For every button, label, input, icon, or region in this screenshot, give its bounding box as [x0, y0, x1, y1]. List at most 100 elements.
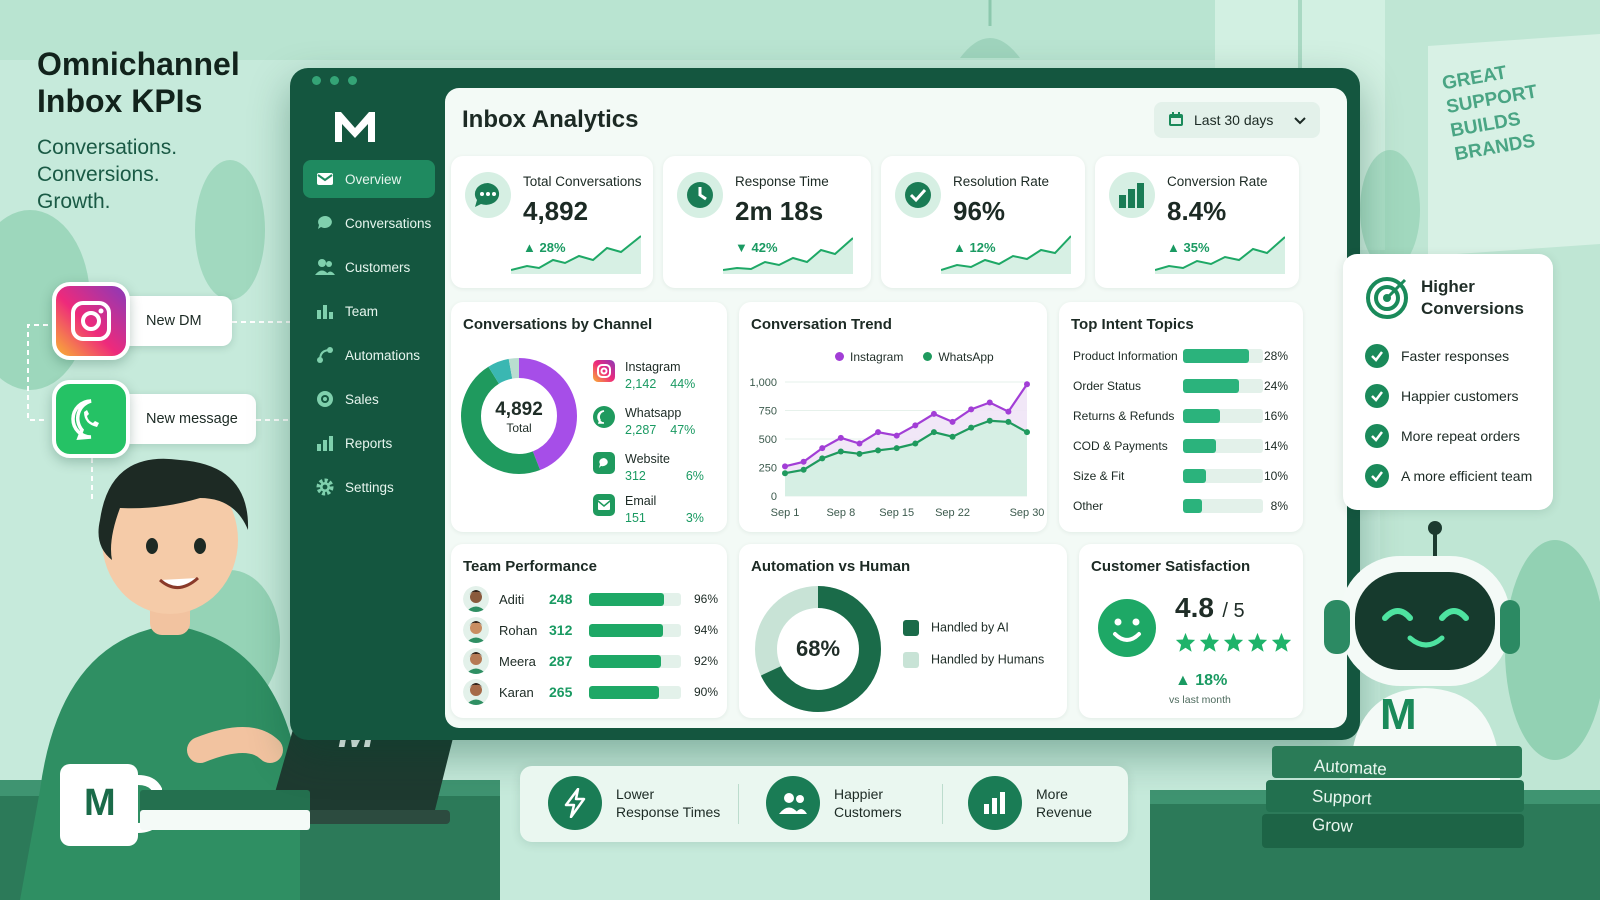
star-icon	[1175, 632, 1196, 652]
card-title: Conversation Trend	[751, 316, 892, 333]
topic-row[interactable]: Order Status 24%	[1073, 376, 1288, 396]
sidebar-item-customers[interactable]: Customers	[303, 248, 435, 286]
legend-swatch	[903, 652, 919, 668]
topic-bar	[1183, 349, 1263, 363]
notification-text: New message	[146, 411, 238, 427]
x-tick-label: Sep 1	[771, 507, 800, 519]
legend-item[interactable]: WhatsApp	[923, 350, 994, 364]
team-row[interactable]: Meera 287 92%	[463, 648, 718, 674]
chevron-down-icon	[1294, 112, 1306, 128]
series-point	[782, 463, 788, 470]
bar-chart-icon	[1109, 172, 1155, 218]
date-range-dropdown[interactable]: Last 30 days	[1154, 102, 1320, 138]
users-icon	[315, 257, 335, 277]
series-area	[785, 420, 1027, 496]
automation-value: 68%	[795, 636, 841, 661]
topic-bar-fill	[1183, 409, 1221, 423]
channel-row-website[interactable]: Website 312 6%	[593, 452, 704, 483]
sidebar-item-automations[interactable]: Automations	[303, 336, 435, 374]
sidebar-item-overview[interactable]: Overview	[303, 160, 435, 198]
notification-new-dm[interactable]: New DM	[110, 296, 232, 346]
sidebar-nav: Overview Conversations Customers Team Au…	[303, 160, 435, 512]
donut-total-label: Total	[506, 421, 532, 435]
sidebar-item-sales[interactable]: Sales	[303, 380, 435, 418]
topic-row[interactable]: Product Information 28%	[1073, 346, 1288, 366]
team-row[interactable]: Karan 265 90%	[463, 679, 718, 705]
bottom-benefits-bar: Lower Response Times Happier Customers Mor…	[520, 766, 1128, 842]
team-row[interactable]: Rohan 312 94%	[463, 617, 718, 643]
topic-name: Returns & Refunds	[1073, 409, 1175, 423]
topic-row[interactable]: Returns & Refunds 16%	[1073, 406, 1288, 426]
team-bar	[589, 685, 681, 699]
notification-new-message[interactable]: New message	[110, 394, 256, 444]
trend-card: Conversation Trend Instagram WhatsApp 0 2…	[739, 302, 1047, 532]
sidebar-item-reports[interactable]: Reports	[303, 424, 435, 462]
series-line	[784, 419, 1028, 475]
window-dot[interactable]	[312, 76, 321, 85]
topic-row[interactable]: Size & Fit 10%	[1073, 466, 1288, 486]
check-icon	[1365, 344, 1389, 368]
benefits-title-line: Higher	[1421, 277, 1475, 296]
bottom-item-response-times: Lower Response Times	[548, 776, 720, 830]
app-logo[interactable]	[331, 106, 379, 146]
benefit-item: Happier customers	[1365, 384, 1519, 408]
legend-item-human[interactable]: Handled by Humans	[903, 652, 1044, 668]
channel-count: 2,142	[625, 377, 657, 391]
hero-title-line: Inbox KPIs	[37, 83, 203, 119]
legend-label: Handled by Humans	[931, 652, 1045, 667]
topic-name: Other	[1073, 499, 1104, 513]
channel-count: 312	[625, 469, 646, 483]
donut-center: 4,892 Total	[457, 399, 581, 435]
email-icon	[593, 494, 615, 516]
topic-bar	[1183, 499, 1263, 513]
chart-legend: Instagram WhatsApp	[835, 350, 994, 364]
sidebar-item-conversations[interactable]: Conversations	[303, 204, 435, 242]
topic-name: Order Status	[1073, 379, 1142, 393]
donut-slice	[461, 358, 577, 474]
channel-count: 2,287	[625, 423, 657, 437]
users-icon	[766, 776, 820, 830]
channel-row-whatsapp[interactable]: Whatsapp 2,287 47%	[593, 406, 695, 437]
series-point	[837, 448, 844, 455]
card-title: Conversations by Channel	[463, 316, 653, 333]
channel-row-instagram[interactable]: Instagram 2,142 44%	[593, 360, 695, 391]
benefits-card: Higher Conversions Faster responses Happ…	[1343, 254, 1553, 510]
series-point	[1024, 429, 1030, 436]
benefit-text: More repeat orders	[1401, 428, 1521, 444]
legend-item[interactable]: Instagram	[835, 350, 903, 364]
topic-row[interactable]: Other 8%	[1073, 496, 1288, 516]
books-stack	[1262, 746, 1524, 848]
sidebar-item-team[interactable]: Team	[303, 292, 435, 330]
kpi-card-conversion-rate[interactable]: Conversion Rate 8.4% ▲ 35%	[1095, 156, 1299, 288]
sidebar-item-label: Customers	[345, 259, 411, 275]
topic-row[interactable]: COD & Payments 14%	[1073, 436, 1288, 456]
legend-label: Instagram	[850, 350, 904, 364]
window-dot[interactable]	[330, 76, 339, 85]
series-point	[930, 410, 937, 417]
kpi-sparkline	[1155, 236, 1285, 274]
channel-row-email[interactable]: Email 151 3%	[593, 494, 704, 525]
sidebar-item-label: Overview	[345, 171, 402, 187]
y-tick-label: 1,000	[749, 377, 777, 389]
kpi-delta: ▲ 12%	[953, 240, 996, 255]
team-member-score: 312	[549, 622, 573, 638]
kpi-card-resolution-rate[interactable]: Resolution Rate 96% ▲ 12%	[881, 156, 1085, 288]
smiley-icon	[1097, 598, 1157, 663]
window-dot[interactable]	[348, 76, 357, 85]
series-point	[782, 470, 788, 477]
bottom-item-line: Customers	[834, 804, 902, 820]
series-point	[800, 466, 807, 473]
legend-item-ai[interactable]: Handled by AI	[903, 620, 1009, 636]
star-rating	[1175, 632, 1292, 653]
topic-bar	[1183, 409, 1263, 423]
team-member-name: Karan	[499, 684, 534, 700]
team-row[interactable]: Aditi 248 96%	[463, 586, 718, 612]
kpi-card-total-conversations[interactable]: Total Conversations 4,892 ▲ 28%	[451, 156, 653, 288]
book-label: Automate	[1313, 756, 1388, 779]
sidebar-item-settings[interactable]: Settings	[303, 468, 435, 506]
channel-donut	[461, 358, 577, 474]
topics-card: Top Intent Topics Product Information 28%…	[1059, 302, 1303, 532]
topic-bar	[1183, 469, 1263, 483]
kpi-card-response-time[interactable]: Response Time 2m 18s ▼ 42%	[663, 156, 871, 288]
kpi-sparkline	[723, 237, 853, 274]
